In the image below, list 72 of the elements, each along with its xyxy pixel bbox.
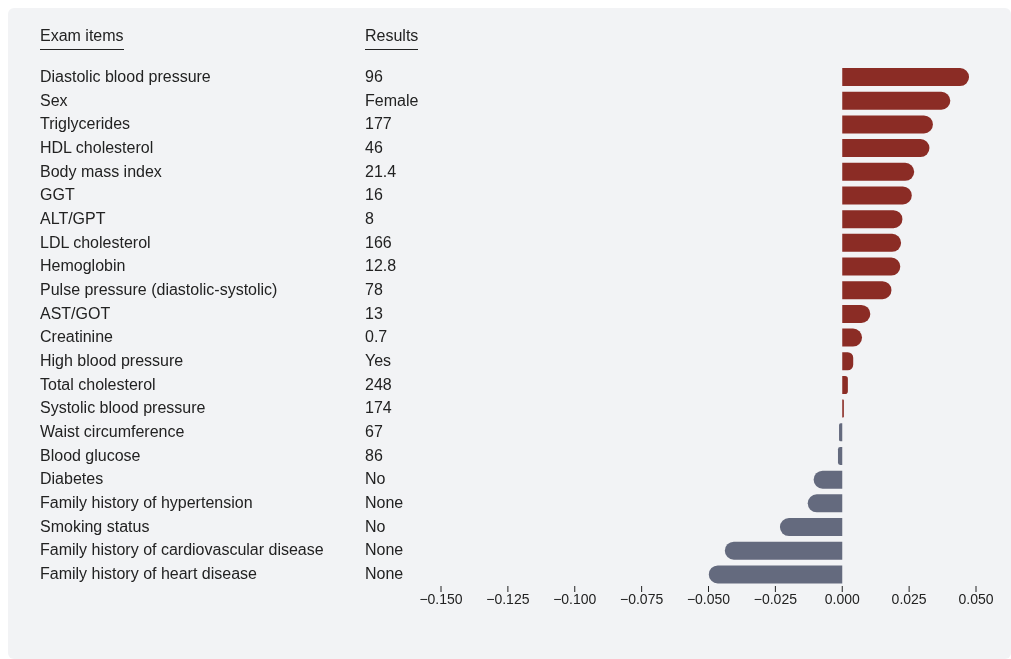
y2-tick-label: No	[365, 470, 386, 488]
bar	[842, 91, 951, 110]
y-tick-label: Hemoglobin	[40, 257, 126, 275]
y2-tick-label: None	[365, 494, 404, 512]
bar	[842, 68, 970, 87]
y-tick-label: HDL cholesterol	[40, 138, 154, 156]
x-tick-label: 0.000	[824, 590, 860, 607]
y-tick-label: Family history of hypertension	[40, 494, 253, 512]
bar	[842, 115, 933, 134]
x-tick-label: −0.050	[686, 590, 731, 607]
y2-tick-label: 177	[365, 115, 392, 133]
y-tick-label: ALT/GPT	[40, 209, 106, 227]
y2-tick-label: Female	[365, 91, 419, 109]
y-tick-label: GGT	[40, 186, 75, 204]
bar	[708, 565, 843, 584]
bar	[842, 162, 915, 181]
y2-tick-label: 86	[365, 446, 383, 464]
y-tick-label: Systolic blood pressure	[40, 399, 206, 417]
y2-tick-label: 13	[365, 304, 383, 322]
y2-tick-label: 16	[365, 186, 383, 204]
y-tick-label: Diastolic blood pressure	[40, 67, 211, 85]
y2-tick-label: None	[365, 565, 404, 583]
y-tick-label: Waist circumference	[40, 423, 185, 441]
x-tick-label: 0.050	[958, 590, 994, 607]
y2-tick-label: No	[365, 517, 386, 535]
x-tick-label: −0.150	[419, 590, 463, 607]
y2-tick-label: 12.8	[365, 257, 397, 275]
y2-tick-label: 21.4	[365, 162, 397, 180]
y2-tick-label: 8	[365, 209, 374, 227]
x-tick-label: 0.025	[891, 590, 927, 607]
bar	[839, 423, 843, 442]
y-axis-title: Exam items	[40, 27, 124, 50]
y-tick-label: Triglycerides	[40, 115, 131, 133]
bar	[842, 257, 901, 276]
y-tick-label: Sex	[40, 91, 68, 109]
y-tick-label: Family history of cardiovascular disease	[40, 541, 324, 559]
y2-tick-label: 166	[365, 233, 392, 251]
y2-tick-label: 46	[365, 138, 383, 156]
y2-tick-label: 67	[365, 423, 383, 441]
bar	[837, 446, 843, 465]
y2-tick-label: 174	[365, 399, 392, 417]
bar	[842, 281, 892, 300]
y-tick-label: Total cholesterol	[40, 375, 156, 393]
y-tick-label: Creatinine	[40, 328, 114, 346]
bar	[842, 186, 912, 205]
bar	[807, 494, 843, 513]
y2-tick-label: 248	[365, 375, 392, 393]
y2-axis-title: Results	[365, 27, 419, 50]
y2-tick-label: 0.7	[365, 328, 388, 346]
bar	[842, 139, 930, 158]
x-tick-label: −0.025	[753, 590, 798, 607]
y2-tick-label: Yes	[365, 352, 392, 370]
y-tick-label: High blood pressure	[40, 352, 184, 370]
y-tick-label: Blood glucose	[40, 446, 141, 464]
bar	[842, 375, 848, 394]
y-tick-label: Smoking status	[40, 517, 150, 535]
y-tick-label: Body mass index	[40, 162, 162, 180]
y2-tick-label: 96	[365, 67, 383, 85]
y-tick-label: LDL cholesterol	[40, 233, 151, 251]
y2-tick-label: 78	[365, 280, 383, 298]
y-tick-label: AST/GOT	[40, 304, 111, 322]
y2-tick-label: None	[365, 541, 404, 559]
x-tick-label: −0.100	[553, 590, 597, 607]
bar	[842, 210, 903, 229]
y-tick-label: Family history of heart disease	[40, 565, 258, 583]
bar	[779, 518, 843, 537]
bar	[842, 233, 902, 252]
x-tick-label: −0.125	[486, 590, 530, 607]
y-tick-label: Diabetes	[40, 470, 104, 488]
bar	[724, 541, 843, 560]
y-tick-label: Pulse pressure (diastolic-systolic)	[40, 280, 278, 298]
x-tick-label: −0.075	[620, 590, 664, 607]
